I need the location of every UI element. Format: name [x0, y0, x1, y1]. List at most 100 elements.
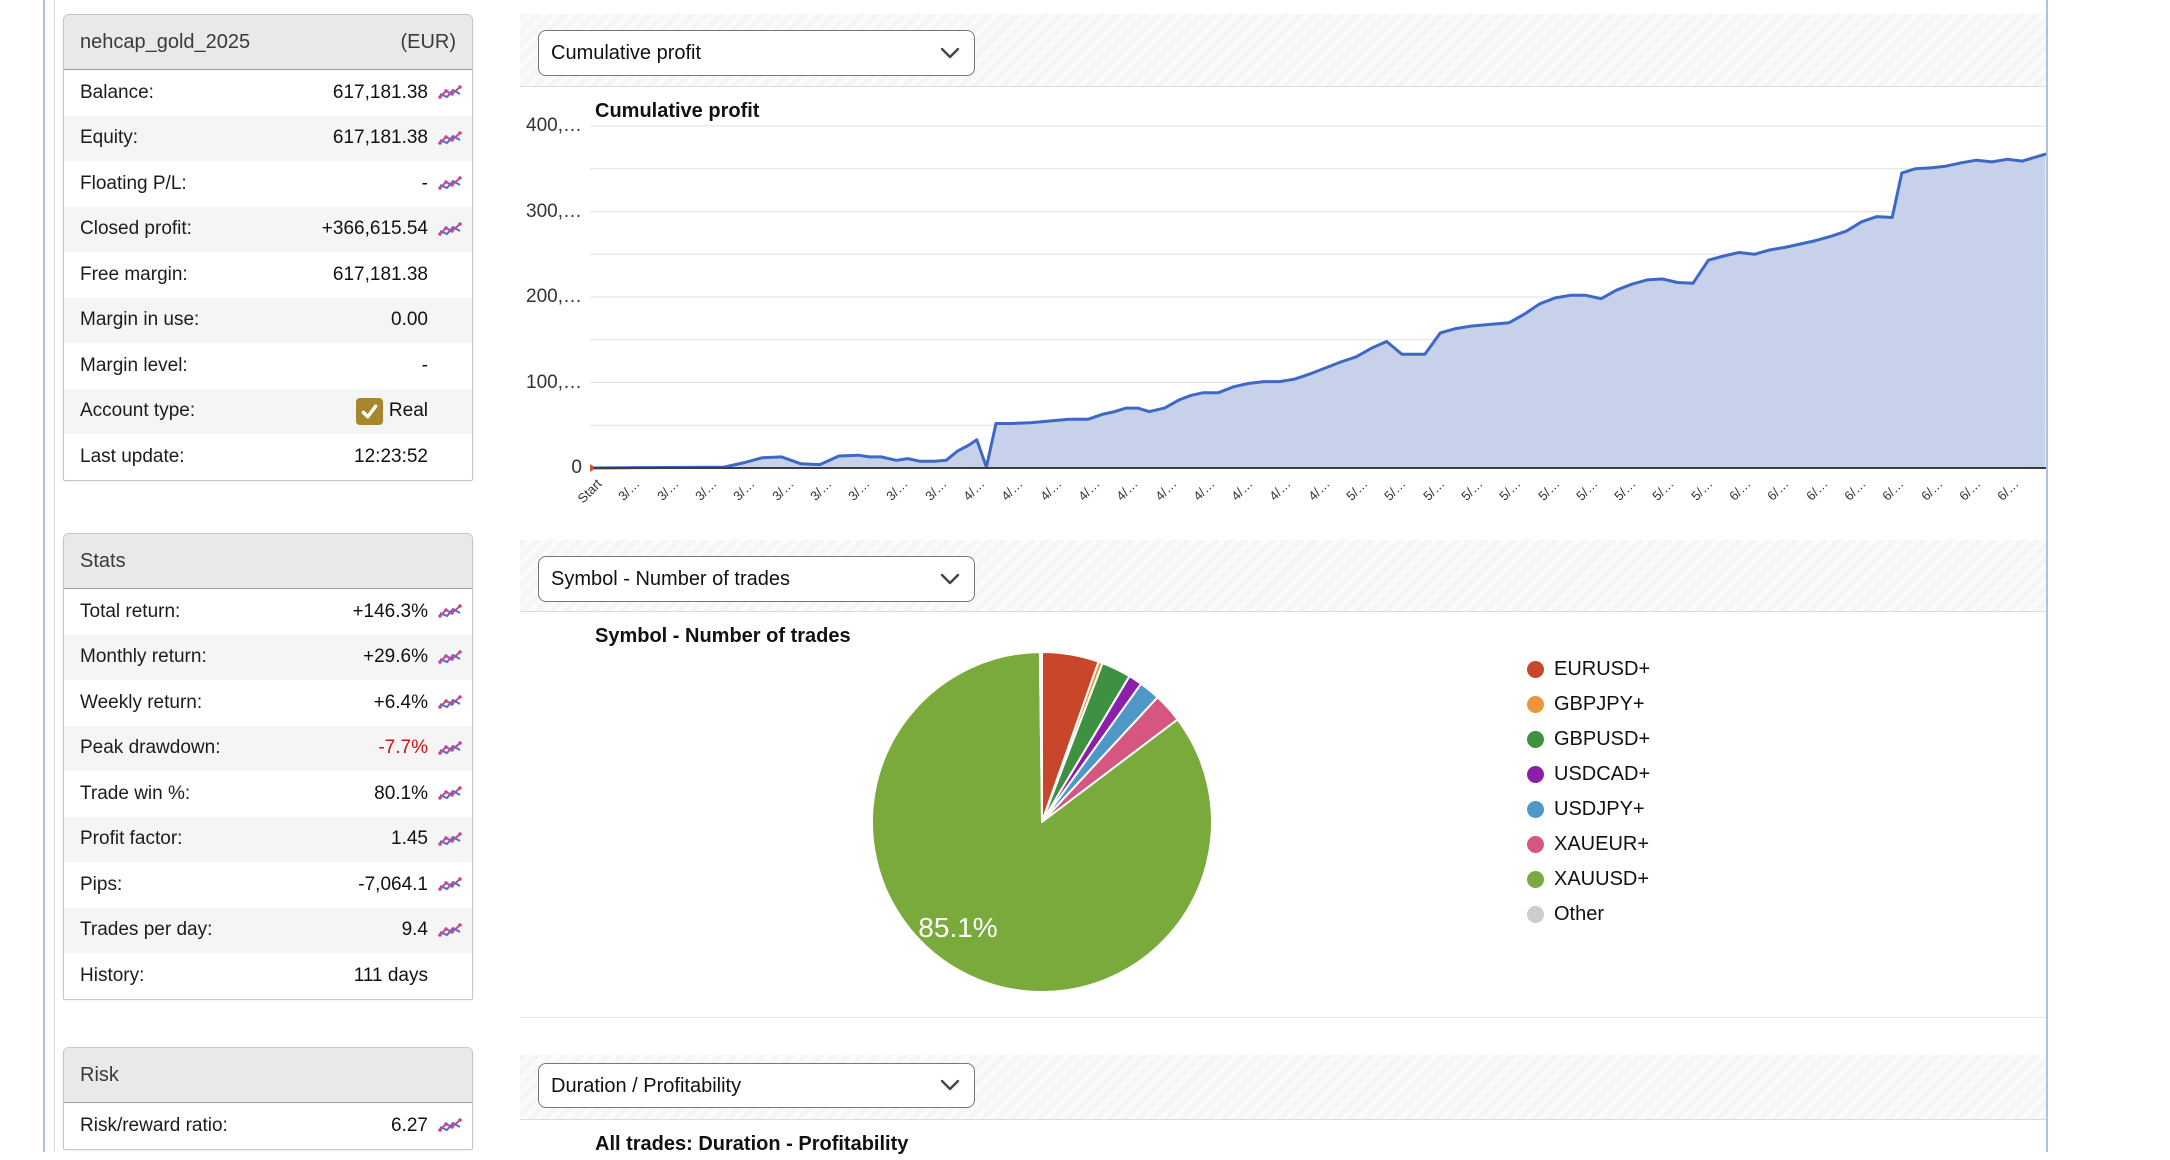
- legend-color-dot: [1527, 731, 1544, 748]
- legend-item-xaueur[interactable]: XAUEUR+: [1527, 827, 1650, 862]
- y-axis-tick-label: 100,…: [526, 371, 582, 393]
- y-axis-tick-label: 400,…: [526, 115, 582, 136]
- pie-percentage-label: 85.1%: [918, 912, 998, 943]
- account-row: Account type: Real: [64, 388, 472, 434]
- row-label: Free margin:: [80, 263, 188, 285]
- cumulative-profit-section: Cumulative profit Cumulative profit 400,…: [520, 14, 2046, 519]
- sparkline-chart-icon[interactable]: [438, 740, 462, 757]
- sparkline-chart-icon[interactable]: [438, 130, 462, 147]
- row-value: 12:23:52: [354, 445, 428, 467]
- stats-panel-header: Stats: [64, 534, 472, 589]
- legend-item-other[interactable]: Other: [1527, 897, 1650, 932]
- sparkline-chart-icon[interactable]: [438, 649, 462, 666]
- stat-row: Profit factor: 1.45: [64, 816, 472, 862]
- row-icon-slot: [428, 831, 462, 848]
- row-label: Risk/reward ratio:: [80, 1114, 228, 1136]
- legend-item-usdjpy[interactable]: USDJPY+: [1527, 792, 1650, 827]
- pie-legend: EURUSD+ GBPJPY+ GBPUSD+ USDCAD+ USDJPY+ XAUEU…: [1527, 652, 1650, 932]
- cumulative-profit-chart-title: Cumulative profit: [595, 100, 760, 122]
- account-type-value: Real: [388, 400, 428, 422]
- cumulative-profit-toolbar: Cumulative profit: [520, 14, 2046, 87]
- row-label: Floating P/L:: [80, 172, 187, 194]
- sparkline-chart-icon[interactable]: [438, 1117, 462, 1134]
- row-label: Equity:: [80, 127, 139, 149]
- sparkline-chart-icon[interactable]: [438, 175, 462, 192]
- stats-panel-title: Stats: [80, 549, 126, 572]
- row-value: 80.1%: [374, 782, 428, 804]
- row-icon-slot: [428, 1117, 462, 1134]
- pie-slice-xauusd[interactable]: [871, 651, 1213, 993]
- row-value: 617,181.38: [332, 263, 428, 285]
- risk-panel-title: Risk: [80, 1063, 119, 1086]
- real-account-checkbox-icon: [355, 397, 383, 425]
- row-icon-slot: [428, 130, 462, 147]
- stat-row: Weekly return: +6.4%: [64, 680, 472, 726]
- risk-panel-header: Risk: [64, 1048, 472, 1103]
- row-icon-slot: [428, 649, 462, 666]
- account-currency: (EUR): [400, 30, 456, 53]
- row-icon-slot: [428, 694, 462, 711]
- row-label: Profit factor:: [80, 828, 183, 850]
- chart-type-select-cumulative[interactable]: Cumulative profit: [538, 30, 975, 76]
- account-row: Balance: 617,181.38: [64, 70, 472, 116]
- row-label: History:: [80, 964, 145, 986]
- row-value: +146.3%: [352, 600, 428, 622]
- row-value: 0.00: [391, 309, 428, 331]
- row-icon-slot: [428, 740, 462, 757]
- account-row: Margin in use: 0.00: [64, 297, 472, 343]
- row-icon-slot: [428, 603, 462, 620]
- row-label: Margin in use:: [80, 309, 200, 331]
- sparkline-chart-icon[interactable]: [438, 603, 462, 620]
- legend-item-xauusd[interactable]: XAUUSD+: [1527, 862, 1650, 897]
- start-point-dot: [590, 464, 594, 472]
- row-label: Closed profit:: [80, 218, 192, 240]
- stat-row: Monthly return: +29.6%: [64, 634, 472, 680]
- duration-profitability-toolbar: Duration / Profitability: [520, 1055, 2046, 1120]
- row-icon-slot: [428, 922, 462, 939]
- row-icon-slot: [428, 785, 462, 802]
- legend-item-gbpjpy[interactable]: GBPJPY+: [1527, 687, 1650, 722]
- legend-color-dot: [1527, 871, 1544, 888]
- legend-color-dot: [1527, 696, 1544, 713]
- legend-item-usdcad[interactable]: USDCAD+: [1527, 757, 1650, 792]
- row-label: Account type:: [80, 400, 196, 422]
- row-value: -7,064.1: [358, 873, 428, 895]
- sparkline-chart-icon[interactable]: [438, 694, 462, 711]
- row-label: Last update:: [80, 445, 185, 467]
- sparkline-chart-icon[interactable]: [438, 785, 462, 802]
- row-value: 9.4: [401, 919, 428, 941]
- account-row: Last update: 12:23:52: [64, 434, 472, 480]
- row-label: Peak drawdown:: [80, 737, 221, 759]
- duration-profitability-chart: All trades: Duration - Profitability: [520, 1120, 2046, 1160]
- row-value: 1.45: [391, 828, 428, 850]
- row-value: 111 days: [353, 964, 428, 986]
- legend-item-eurusd[interactable]: EURUSD+: [1527, 652, 1650, 687]
- sparkline-chart-icon[interactable]: [438, 84, 462, 101]
- legend-color-dot: [1527, 836, 1544, 853]
- sparkline-chart-icon[interactable]: [438, 922, 462, 939]
- row-value: -7.7%: [378, 737, 428, 759]
- row-value: -: [421, 172, 428, 194]
- row-label: Trades per day:: [80, 919, 213, 941]
- stat-row: Pips: -7,064.1: [64, 862, 472, 908]
- symbol-trades-toolbar: Symbol - Number of trades: [520, 540, 2046, 612]
- symbol-trades-chart-title: Symbol - Number of trades: [595, 625, 851, 647]
- row-icon-slot: [428, 221, 462, 238]
- row-value: Real: [195, 397, 428, 425]
- legend-label: XAUUSD+: [1554, 868, 1650, 890]
- row-label: Weekly return:: [80, 691, 203, 713]
- row-label: Margin level:: [80, 354, 188, 376]
- chart-type-select-duration[interactable]: Duration / Profitability: [538, 1063, 975, 1108]
- sparkline-chart-icon[interactable]: [438, 831, 462, 848]
- sparkline-chart-icon[interactable]: [438, 221, 462, 238]
- stat-row: Trade win %: 80.1%: [64, 771, 472, 817]
- sparkline-chart-icon[interactable]: [438, 876, 462, 893]
- chart-type-select-symbol[interactable]: Symbol - Number of trades: [538, 556, 975, 602]
- legend-label: GBPUSD+: [1554, 728, 1651, 750]
- legend-item-gbpusd[interactable]: GBPUSD+: [1527, 722, 1650, 757]
- cumulative-profit-chart: Cumulative profit 400,… 300,… 200,… 100,… 0 S…: [520, 87, 2046, 519]
- pie-slice-other[interactable]: [1038, 650, 1043, 823]
- row-value: 6.27: [391, 1114, 428, 1136]
- row-label: Balance:: [80, 81, 154, 103]
- stat-row: Trades per day: 9.4: [64, 907, 472, 953]
